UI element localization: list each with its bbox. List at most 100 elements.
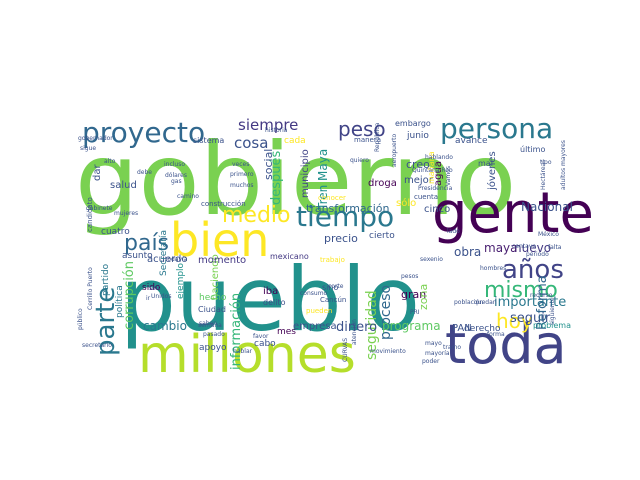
word-todavia: todavía bbox=[165, 256, 188, 263]
word-dar: dar bbox=[92, 164, 103, 181]
word-secretario: secretario bbox=[82, 342, 112, 349]
word-proyecto: proyecto bbox=[82, 116, 205, 149]
word-atencion: atención bbox=[351, 319, 358, 345]
word-haciendo: haciendo bbox=[210, 254, 221, 300]
word-social: social bbox=[262, 149, 275, 180]
word-hecho: hecho bbox=[199, 293, 227, 303]
word-sigue: sigue bbox=[80, 145, 96, 152]
word-problema: problema bbox=[533, 321, 571, 330]
word-corrupcion: corrupción bbox=[122, 261, 137, 330]
word-cosa: cosa bbox=[234, 134, 268, 152]
word-poblacion: población bbox=[454, 299, 483, 306]
word-informacion: información bbox=[229, 293, 244, 370]
word-proceso: proceso bbox=[378, 285, 394, 340]
word-sido: sido bbox=[142, 283, 161, 293]
word-poder: poder bbox=[422, 358, 440, 365]
word-mexico: México bbox=[538, 231, 559, 238]
word-presidencia: Presidencia bbox=[418, 185, 453, 192]
word-tramo: tramo bbox=[443, 344, 461, 351]
word-publico: público bbox=[77, 308, 84, 330]
word-hoy: hoy bbox=[496, 309, 533, 333]
word-candidato: candidato bbox=[86, 197, 94, 232]
word-cabo: cabo bbox=[254, 339, 276, 349]
word-mejor: mejor bbox=[404, 175, 434, 186]
word-apoyo: apoyo bbox=[199, 343, 227, 353]
word-debe: debe bbox=[137, 169, 152, 176]
word-nacional: Nacional bbox=[521, 200, 573, 214]
word-partido: partido bbox=[101, 263, 111, 296]
word-republica: República bbox=[374, 122, 381, 152]
word-embargo: embargo bbox=[395, 119, 431, 128]
word-dolares: dólares bbox=[165, 172, 187, 179]
word-acuerdo: acuerdo bbox=[147, 254, 188, 265]
word-hectareas: Hectáreas bbox=[540, 160, 547, 190]
word-cambio: cambio bbox=[143, 319, 187, 333]
word-quiero: quiero bbox=[350, 157, 369, 164]
word-forma: forma bbox=[487, 331, 505, 338]
word-pan: PAN bbox=[452, 323, 472, 334]
word-historia: historia bbox=[265, 127, 288, 134]
word-quintana-roo: Quintana Roo bbox=[412, 167, 453, 174]
word-millones: millones bbox=[138, 325, 356, 385]
word-reforma: Reforma bbox=[535, 275, 550, 330]
word-junio: junio bbox=[406, 131, 429, 141]
word-asunto: asunto bbox=[122, 251, 153, 261]
word-pais: país bbox=[124, 231, 169, 256]
word-lado: lado bbox=[447, 228, 460, 235]
word-delito: delito bbox=[263, 298, 286, 307]
word-programa: programa bbox=[382, 319, 441, 333]
word-aeropuerto: aeropuerto bbox=[391, 134, 398, 167]
word-manana: mañana bbox=[427, 151, 436, 184]
word-muchos: muchos bbox=[230, 182, 254, 189]
word-ciudad: Ciudad bbox=[198, 305, 226, 314]
word-persona: persona bbox=[440, 112, 553, 145]
word-cada: cada bbox=[284, 136, 306, 146]
word-sistema: sistema bbox=[193, 136, 224, 145]
word-unidos: Unidos bbox=[151, 293, 171, 300]
word-iba: iba bbox=[263, 286, 278, 297]
word-tipo: tipo bbox=[540, 159, 552, 166]
word-ejemplo: ejemplo bbox=[176, 262, 186, 299]
word-pasado: pasado bbox=[203, 331, 225, 338]
word-mayoria: mayoría bbox=[425, 350, 450, 357]
word-mes: mes bbox=[277, 327, 296, 337]
word-trabajo: trabajo bbox=[320, 256, 345, 264]
word-sexenio: sexenio bbox=[420, 256, 443, 263]
word-hablar: hablar bbox=[233, 348, 253, 355]
word-municipio: municipio bbox=[300, 149, 311, 198]
word-alto: alto bbox=[104, 158, 116, 165]
word-zona: zona bbox=[417, 284, 430, 310]
word-ir: ir bbox=[146, 295, 151, 302]
word-despues: después bbox=[269, 150, 284, 205]
word-cancun: Cancún bbox=[320, 296, 346, 304]
word-adultos-mayores: adultos mayores bbox=[560, 140, 567, 190]
word-tren-maya: Tren Maya bbox=[316, 149, 330, 211]
word-semana: semana bbox=[198, 322, 222, 329]
word-gobierno: gobierno bbox=[75, 121, 516, 238]
word-sino: sino bbox=[322, 283, 338, 292]
word-toda: toda bbox=[445, 313, 567, 376]
word-empresa: empresa bbox=[293, 321, 337, 332]
word-falta: falta bbox=[548, 244, 562, 251]
word-derecho: derecho bbox=[464, 324, 501, 334]
word-gabinete: gabinete bbox=[86, 205, 113, 212]
word-secretaria: Secretaría bbox=[159, 230, 169, 276]
word-anos: años bbox=[502, 255, 564, 285]
word-gente: gente bbox=[432, 181, 594, 246]
word-bien: bien bbox=[170, 213, 269, 267]
word-cerrillo-puerto: Cerrillo Puerto bbox=[87, 267, 94, 310]
word-manera: manera bbox=[354, 136, 381, 144]
word-hombres: hombres bbox=[480, 265, 506, 272]
word-peso: peso bbox=[338, 117, 386, 141]
word-periodo: periodo bbox=[526, 251, 549, 258]
word-siguiente: siguiente bbox=[549, 297, 556, 325]
word-hablando: hablando bbox=[425, 154, 453, 161]
word-centavo: centavo bbox=[512, 243, 536, 250]
word-transformacion: transformación bbox=[306, 202, 390, 215]
word-mayo: mayo bbox=[425, 340, 442, 347]
word-salud: salud bbox=[110, 180, 137, 191]
word-construccion: construcción bbox=[201, 200, 246, 208]
word-favor: favor bbox=[253, 333, 269, 340]
